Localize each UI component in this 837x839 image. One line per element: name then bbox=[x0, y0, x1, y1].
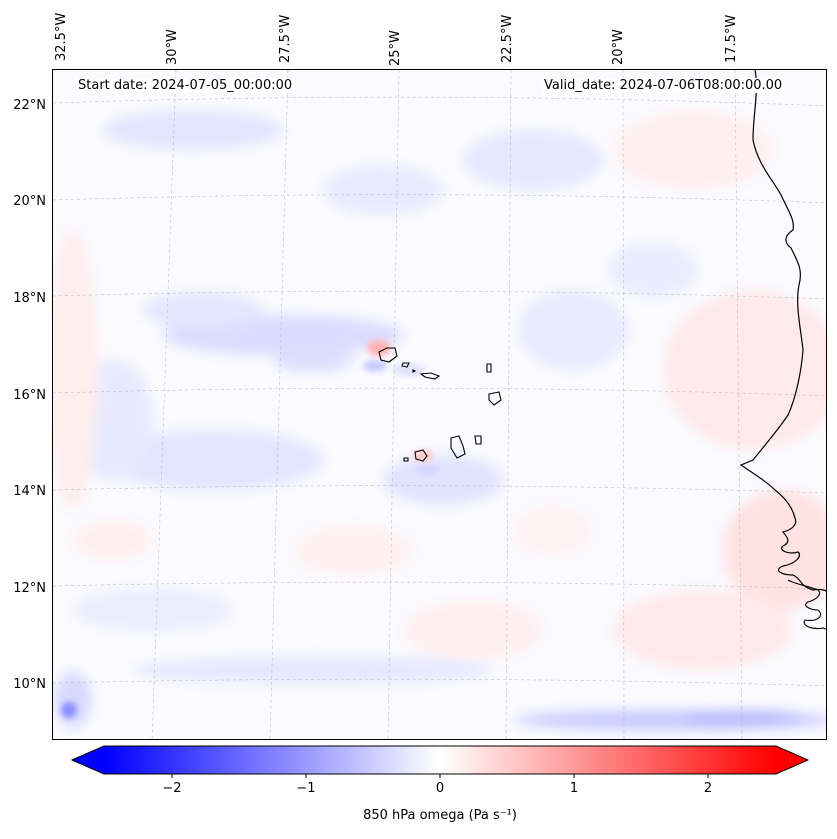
island-santiago bbox=[450, 435, 466, 459]
island-boa-vista bbox=[488, 391, 502, 406]
lon-label-25W: 25°W bbox=[388, 30, 403, 66]
lon-label-17.5W: 17.5°W bbox=[724, 14, 739, 63]
colorbar-label--2: −2 bbox=[162, 781, 182, 796]
island-sal bbox=[486, 363, 492, 373]
island-maio bbox=[474, 435, 482, 445]
colorbar-label--1: −1 bbox=[296, 781, 316, 796]
lat-label-12N: 12°N bbox=[13, 581, 46, 596]
colorbar-label-1: 1 bbox=[569, 781, 579, 796]
colorbar-gradient bbox=[104, 746, 776, 774]
lon-label-27.5W: 27.5°W bbox=[278, 14, 293, 63]
colorbar bbox=[70, 745, 810, 778]
lon-label-30W: 30°W bbox=[165, 29, 180, 65]
island-fogo bbox=[414, 449, 428, 462]
guinea-bissau-coastline bbox=[787, 579, 826, 630]
colorbar-label-2: 2 bbox=[703, 781, 713, 796]
map-panel bbox=[52, 69, 827, 740]
lat-label-16N: 16°N bbox=[13, 388, 46, 403]
colorbar-label-0: 0 bbox=[435, 781, 445, 796]
graticule bbox=[53, 70, 826, 739]
island-santa-luzia bbox=[412, 369, 417, 373]
lat-label-18N: 18°N bbox=[13, 291, 46, 306]
lat-label-14N: 14°N bbox=[13, 484, 46, 499]
colorbar-max-extend bbox=[776, 746, 808, 774]
island-sao-nicolau bbox=[419, 372, 441, 380]
lat-label-20N: 20°N bbox=[13, 194, 46, 209]
island-sao-vicente bbox=[401, 362, 410, 368]
omega-island-signal bbox=[61, 340, 439, 718]
west-africa-coastline bbox=[739, 70, 826, 592]
omega-field-map bbox=[53, 70, 826, 739]
lat-label-22N: 22°N bbox=[13, 98, 46, 113]
valid-date-label: Valid_date: 2024-07-06T08:00:00.00 bbox=[542, 78, 785, 93]
omega-contours bbox=[53, 110, 826, 730]
island-santo-antao bbox=[378, 347, 398, 363]
lat-label-10N: 10°N bbox=[13, 677, 46, 692]
lon-label-22.5W: 22.5°W bbox=[500, 14, 515, 63]
lon-label-32.5W: 32.5°W bbox=[54, 12, 69, 61]
island-brava bbox=[403, 457, 409, 462]
cape-verde-islands bbox=[378, 347, 502, 462]
start-date-label: Start date: 2024-07-05_00:00:00 bbox=[76, 78, 295, 93]
lon-label-20W: 20°W bbox=[611, 29, 626, 65]
colorbar-title: 850 hPa omega (Pa s⁻¹) bbox=[363, 808, 517, 823]
colorbar-min-extend bbox=[72, 746, 104, 774]
